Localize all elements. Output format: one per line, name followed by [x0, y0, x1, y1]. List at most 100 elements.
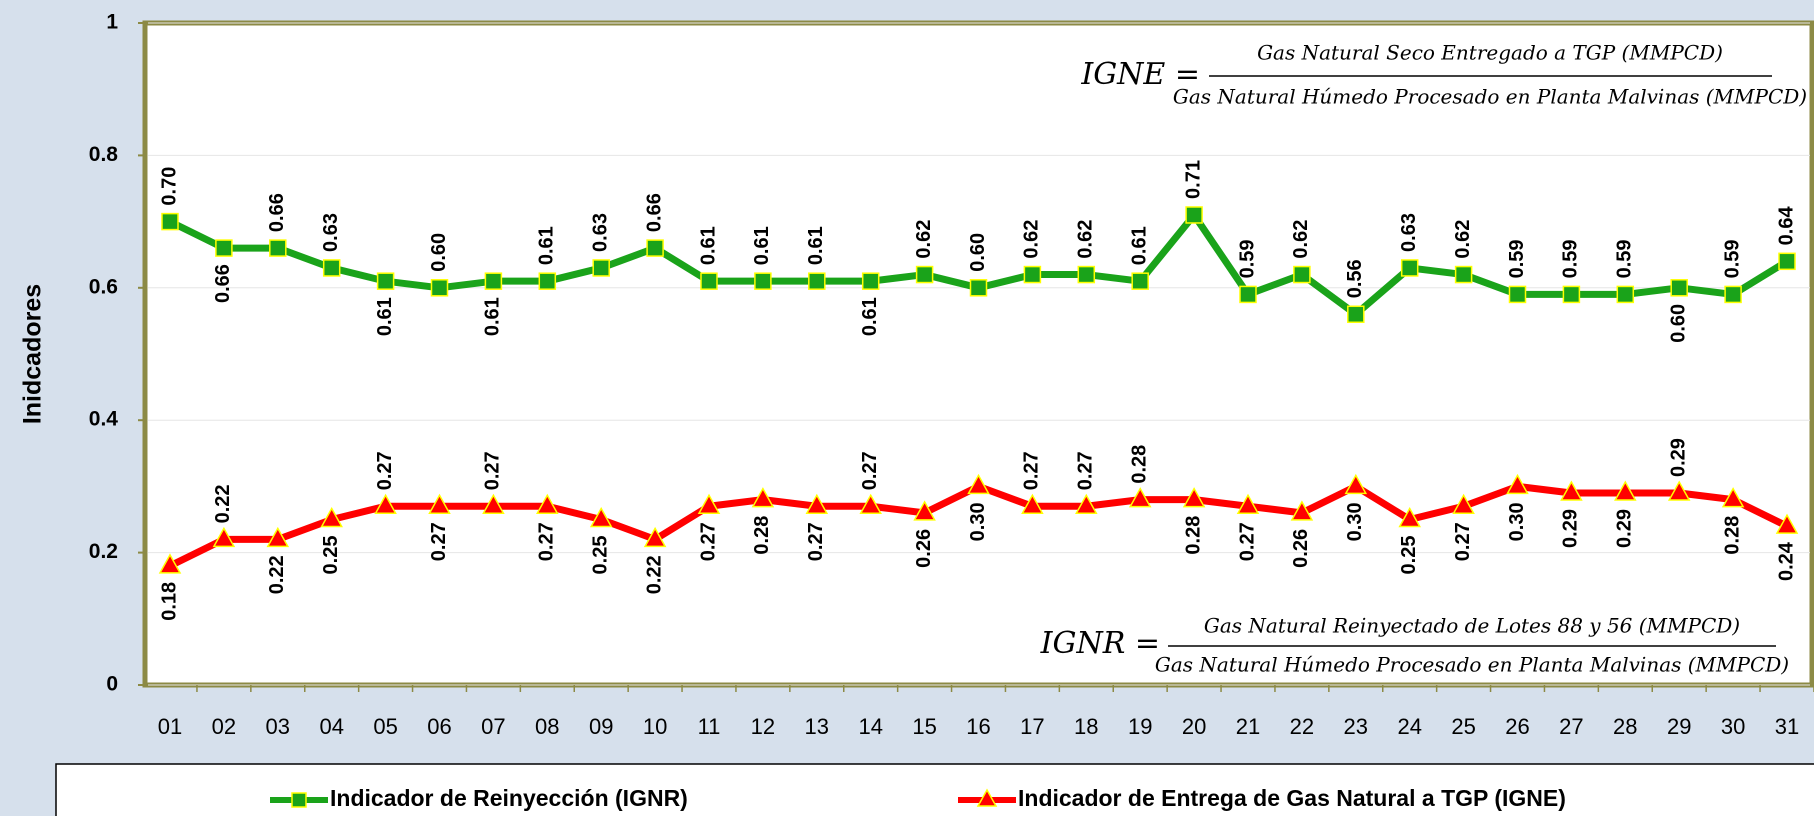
data-label: 0.29 — [1614, 509, 1636, 548]
data-label: 0.26 — [913, 529, 935, 568]
marker — [751, 487, 775, 508]
marker — [1778, 252, 1796, 271]
x-tick-label: 04 — [319, 714, 343, 739]
data-label: 0.27 — [374, 451, 396, 490]
marker — [482, 493, 505, 515]
marker — [592, 259, 610, 277]
x-tick-label: 07 — [481, 714, 505, 739]
data-label: 0.60 — [967, 233, 989, 272]
marker — [1347, 305, 1365, 324]
marker — [1670, 279, 1688, 297]
data-label: 0.56 — [1344, 259, 1366, 298]
plot-area — [142, 20, 1814, 688]
data-label: 0.22 — [643, 555, 665, 594]
marker — [1452, 493, 1475, 515]
marker — [1128, 487, 1152, 508]
y-axis-label: Inidcadores — [19, 284, 47, 424]
data-label: 0.66 — [643, 193, 665, 232]
marker — [1667, 480, 1691, 501]
marker — [1560, 480, 1583, 501]
x-tick-label: 09 — [589, 714, 613, 739]
formula-numerator: Gas Natural Seco Entregado a TGP (MMPCD) — [1257, 41, 1723, 65]
data-label: 0.22 — [266, 555, 288, 594]
marker — [967, 473, 990, 495]
marker — [538, 272, 557, 290]
x-tick-label: 22 — [1290, 714, 1314, 739]
data-label: 0.29 — [1667, 438, 1689, 477]
marker — [1775, 513, 1799, 534]
marker — [269, 239, 287, 257]
y-tick-label: 0 — [106, 673, 118, 696]
data-label: 0.25 — [1398, 536, 1420, 575]
marker — [969, 279, 988, 297]
x-tick-label: 01 — [158, 714, 182, 739]
data-label: 0.25 — [320, 536, 342, 575]
data-label: 0.60 — [428, 233, 450, 272]
marker — [1616, 285, 1635, 304]
data-label: 0.30 — [967, 502, 989, 541]
x-tick-label: 27 — [1559, 714, 1583, 739]
marker — [320, 506, 343, 528]
formula-denominator: Gas Natural Húmedo Procesado en Planta M… — [1155, 653, 1789, 677]
data-label: 0.59 — [1614, 239, 1636, 278]
x-tick-label: 03 — [266, 714, 290, 739]
marker — [1185, 206, 1203, 224]
data-label: 0.29 — [1560, 509, 1582, 548]
x-tick-label: 16 — [966, 714, 990, 739]
formula-ignr: IGNR = Gas Natural Reinyectado de Lotes … — [1040, 614, 1789, 677]
x-tick-label: 05 — [373, 714, 397, 739]
marker — [1614, 480, 1637, 501]
legend-box — [55, 763, 1814, 816]
data-label: 0.71 — [1182, 160, 1204, 199]
marker — [1721, 487, 1745, 508]
x-tick-label: 14 — [858, 714, 882, 739]
data-label: 0.27 — [1075, 451, 1097, 490]
data-label: 0.27 — [1236, 522, 1258, 561]
marker — [1075, 493, 1098, 515]
data-label: 0.59 — [1560, 239, 1582, 278]
marker — [1293, 265, 1311, 284]
marker — [1454, 265, 1473, 284]
x-tick-label: 24 — [1397, 714, 1421, 739]
data-label: 0.22 — [212, 484, 234, 523]
marker — [1506, 473, 1529, 495]
series: 0.18 0.22 0.22 0.25 0.27 0.27 0.27 0.27 0.25 0.22… — [158, 438, 1799, 621]
formula-denominator: Gas Natural Húmedo Procesado en Planta M… — [1173, 85, 1807, 109]
x-tick-label: 12 — [751, 714, 775, 739]
marker — [1023, 265, 1042, 284]
marker — [1290, 500, 1314, 521]
x-tick-label: 23 — [1344, 714, 1368, 739]
data-label: 0.61 — [805, 226, 827, 265]
marker — [1508, 285, 1527, 304]
data-label: 0.61 — [697, 226, 719, 265]
series: 0.70 0.66 0.66 0.63 0.61 0.60 0.61 0.61 0.63 0.66… — [158, 160, 1797, 343]
data-label: 0.59 — [1506, 239, 1528, 278]
data-label: 0.27 — [1021, 451, 1043, 490]
data-label: 0.24 — [1775, 541, 1797, 581]
marker — [376, 272, 395, 290]
x-tick-label: 21 — [1236, 714, 1260, 739]
marker — [215, 239, 233, 257]
marker — [915, 265, 934, 284]
x-tick-label: 18 — [1074, 714, 1098, 739]
x-tick-label: 15 — [912, 714, 936, 739]
marker — [1131, 272, 1149, 290]
data-label: 0.28 — [1182, 516, 1204, 555]
x-tick-label: 28 — [1613, 714, 1637, 739]
marker — [428, 493, 451, 515]
marker — [266, 526, 290, 548]
marker — [1239, 285, 1257, 304]
legend-label: Indicador de Reinyección (IGNR) — [330, 785, 688, 811]
marker — [643, 526, 667, 548]
formula-numerator: Gas Natural Reinyectado de Lotes 88 y 56… — [1204, 614, 1740, 638]
data-label: 0.61 — [751, 226, 773, 265]
x-tick-label: 06 — [427, 714, 451, 739]
x-tick-label: 17 — [1020, 714, 1044, 739]
legend-label: Indicador de Entrega de Gas Natural a TG… — [1018, 785, 1566, 811]
data-label: 0.63 — [1398, 213, 1420, 252]
data-label: 0.61 — [374, 297, 396, 336]
marker — [1398, 506, 1421, 528]
marker — [646, 239, 664, 257]
data-label: 0.27 — [859, 451, 881, 490]
